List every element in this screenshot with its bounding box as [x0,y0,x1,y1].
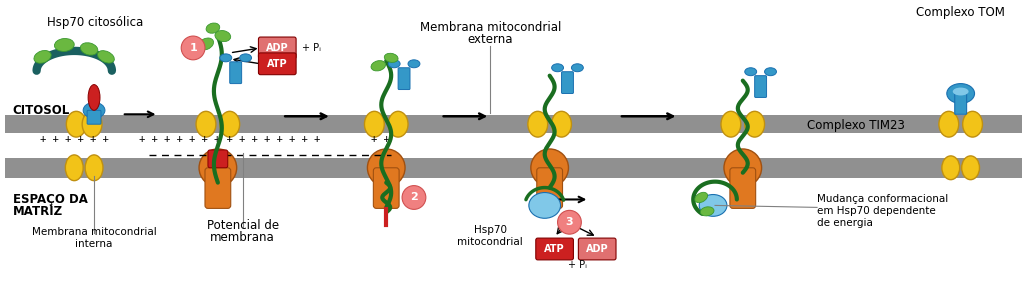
Text: Complexo TOM: Complexo TOM [916,6,1005,19]
FancyBboxPatch shape [87,110,101,124]
Ellipse shape [961,156,980,180]
Text: Hsp70 citosólica: Hsp70 citosólica [46,16,143,29]
Ellipse shape [34,50,51,63]
FancyBboxPatch shape [259,53,296,75]
Ellipse shape [388,111,408,137]
Ellipse shape [408,60,420,68]
Text: ESPAÇO DA: ESPAÇO DA [13,193,87,206]
Text: 1: 1 [189,43,197,53]
Ellipse shape [551,64,564,72]
FancyBboxPatch shape [562,72,573,93]
Text: + + + + + +: + + + + + + [40,133,108,144]
Ellipse shape [531,149,569,186]
Text: Potencial de: Potencial de [206,219,278,232]
FancyBboxPatch shape [230,62,241,84]
Text: + +: + + [372,133,390,144]
FancyBboxPatch shape [755,76,766,97]
Text: CITOSOL: CITOSOL [13,104,70,117]
FancyBboxPatch shape [207,150,228,168]
Ellipse shape [220,54,232,62]
Ellipse shape [220,111,239,137]
FancyBboxPatch shape [730,168,756,209]
Ellipse shape [365,111,384,137]
Text: Membrana mitocondrial: Membrana mitocondrial [420,21,561,34]
FancyBboxPatch shape [374,168,400,209]
Ellipse shape [724,149,762,186]
Ellipse shape [82,111,102,137]
Ellipse shape [66,155,83,181]
Bar [5,158,1022,178]
Ellipse shape [98,51,114,63]
Text: ADP: ADP [585,244,609,254]
Text: ATP: ATP [544,244,565,254]
FancyBboxPatch shape [398,68,410,90]
Ellipse shape [239,54,252,62]
Text: Mudança conformacional: Mudança conformacional [817,194,948,204]
Ellipse shape [54,39,74,51]
Ellipse shape [942,156,959,180]
Ellipse shape [529,193,561,218]
Text: Membrana mitocondrial: Membrana mitocondrial [32,227,156,237]
Ellipse shape [371,61,385,71]
FancyBboxPatch shape [205,168,231,209]
Ellipse shape [85,155,103,181]
Circle shape [181,36,205,60]
Circle shape [403,186,426,209]
Ellipse shape [199,149,236,186]
Ellipse shape [962,111,983,137]
Text: + + + + + + + + + + + + + + +: + + + + + + + + + + + + + + + [139,133,319,144]
Ellipse shape [80,43,98,55]
Ellipse shape [745,111,764,137]
Ellipse shape [947,84,975,104]
FancyBboxPatch shape [578,238,616,260]
Ellipse shape [388,60,401,68]
Text: externa: externa [467,33,512,46]
FancyBboxPatch shape [537,168,563,209]
Text: interna: interna [75,239,113,249]
Ellipse shape [196,111,216,137]
Ellipse shape [699,195,727,216]
Ellipse shape [215,30,231,41]
Ellipse shape [368,149,405,186]
Text: + Pᵢ: + Pᵢ [302,43,321,53]
Text: membrana: membrana [211,231,275,244]
Circle shape [558,210,581,234]
Text: 2: 2 [410,193,418,202]
Ellipse shape [721,111,740,137]
Text: ADP: ADP [266,43,289,53]
Ellipse shape [384,53,398,62]
FancyBboxPatch shape [536,238,573,260]
Ellipse shape [88,85,100,110]
Ellipse shape [528,111,547,137]
Text: de energia: de energia [817,218,873,228]
Text: Hsp70
mitocondrial: Hsp70 mitocondrial [457,225,523,247]
Ellipse shape [745,68,757,76]
Text: Complexo TIM23: Complexo TIM23 [807,119,905,132]
Ellipse shape [67,111,86,137]
Ellipse shape [700,207,714,216]
Bar [5,115,1022,133]
Ellipse shape [83,102,105,118]
Text: MATRIZ: MATRIZ [13,205,63,218]
FancyBboxPatch shape [259,37,296,59]
Ellipse shape [695,192,708,203]
Ellipse shape [551,111,571,137]
FancyBboxPatch shape [955,90,966,114]
Text: ATP: ATP [267,59,288,69]
Ellipse shape [939,111,958,137]
Ellipse shape [571,64,583,72]
Ellipse shape [953,88,968,95]
Text: + Pᵢ: + Pᵢ [568,260,586,270]
Ellipse shape [206,23,220,33]
Text: em Hsp70 dependente: em Hsp70 dependente [817,206,936,216]
Ellipse shape [198,38,214,50]
Ellipse shape [764,68,776,76]
Text: 3: 3 [566,217,573,227]
